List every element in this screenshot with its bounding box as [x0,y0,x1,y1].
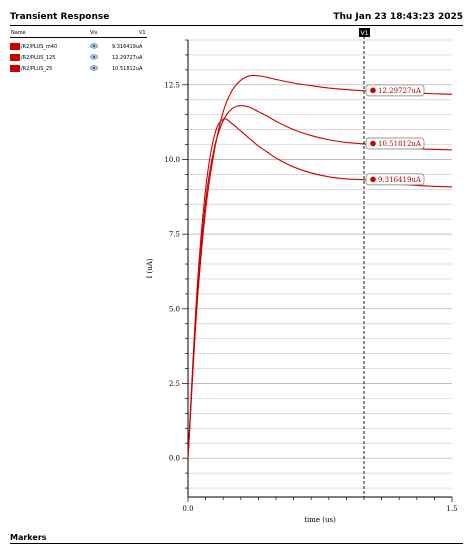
marker-callout[interactable] [365,137,425,150]
y-tick-label: 12.5 [164,81,180,89]
legend-signal-name: /R2/PLUS_m40 [21,44,58,50]
marker-callout[interactable] [365,173,425,186]
marker-point[interactable] [370,87,376,94]
marker-point[interactable] [370,140,376,147]
x-axis-label: time (us) [304,516,336,524]
y-tick-label: 0.0 [169,455,180,463]
markers-section-title: Markers [10,533,47,542]
series-line[interactable] [187,74,453,459]
cursor-tag-label: V1 [361,30,369,37]
x-tick-label: 1.5 [446,505,457,513]
timestamp: Thu Jan 23 18:43:23 2025 [333,12,463,22]
y-tick-label: 2.5 [169,380,180,388]
series-line[interactable] [187,105,453,459]
x-tick-label: 0.0 [182,505,193,513]
legend-cursor-value: 9.316419uA [112,44,143,50]
legend-row[interactable]: /R2/PLUS_25 10.51812uA [10,65,150,74]
cursor-tag[interactable] [359,28,370,37]
y-tick-label: 10.0 [164,156,180,164]
legend-signal-name: /R2/PLUS_125 [21,55,56,61]
eye-icon[interactable] [90,65,98,71]
y-tick-label: 7.5 [169,231,180,239]
legend-swatch[interactable] [10,65,20,72]
legend-cursor-value: 10.51812uA [112,66,143,72]
page-title: Transient Response [10,12,110,22]
marker-value-label: 12.29727uA [378,87,422,95]
legend-col-vis: Vis [90,30,98,36]
series-line[interactable] [187,118,453,459]
footer-divider [10,543,463,544]
legend-swatch[interactable] [10,43,20,50]
eye-icon[interactable] [90,54,98,60]
legend-col-name: Name [11,30,26,36]
legend-swatch[interactable] [10,54,20,61]
y-axis-label: I (uA) [146,258,154,278]
marker-callout[interactable] [365,84,425,97]
marker-value-label: 10.51812uA [378,140,422,148]
legend-col-value: V1 [139,30,146,36]
legend-row[interactable]: /R2/PLUS_m40 9.316419uA [10,43,150,52]
legend-signal-name: /R2/PLUS_25 [21,66,53,72]
header-divider [10,25,463,26]
marker-point[interactable] [370,176,376,183]
legend-row[interactable]: /R2/PLUS_125 12.29727uA [10,54,150,63]
legend-divider [10,37,147,38]
y-tick-label: 5.0 [169,305,180,313]
marker-value-label: 9.316419uA [378,176,422,184]
eye-icon[interactable] [90,43,98,49]
legend-cursor-value: 12.29727uA [112,55,143,61]
